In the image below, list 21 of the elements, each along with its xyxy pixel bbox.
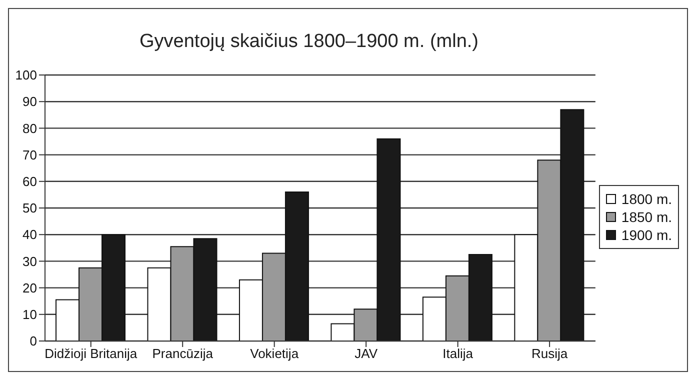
y-tick-label: 100	[15, 68, 37, 83]
y-tick-label: 60	[22, 174, 37, 190]
y-tick-label: 20	[22, 280, 37, 296]
x-tick-label: Rusija	[531, 346, 568, 362]
y-tick-label: 50	[22, 200, 37, 216]
x-tick-label: Didžioji Britanija	[44, 346, 138, 362]
y-tick-label: 0	[30, 334, 37, 349]
legend-label: 1900 m.	[621, 226, 672, 244]
y-tick-label: 70	[22, 147, 37, 162]
legend-label: 1850 m.	[621, 208, 672, 226]
y-tick-label: 10	[22, 307, 37, 322]
x-tick-label: Italija	[442, 346, 474, 362]
y-tick-label: 30	[22, 254, 37, 269]
x-tick-label: JAV	[354, 346, 378, 362]
legend-label: 1800 m.	[621, 190, 672, 208]
y-tick-label: 40	[22, 227, 37, 242]
x-tick-label: Vokietija	[250, 346, 300, 362]
x-tick-label: Prancūzija	[152, 346, 214, 362]
chart-title: Gyventojų skaičius 1800–1900 m. (mln.)	[138, 30, 480, 54]
y-tick-label: 80	[22, 120, 37, 136]
y-tick-label: 90	[22, 94, 37, 110]
